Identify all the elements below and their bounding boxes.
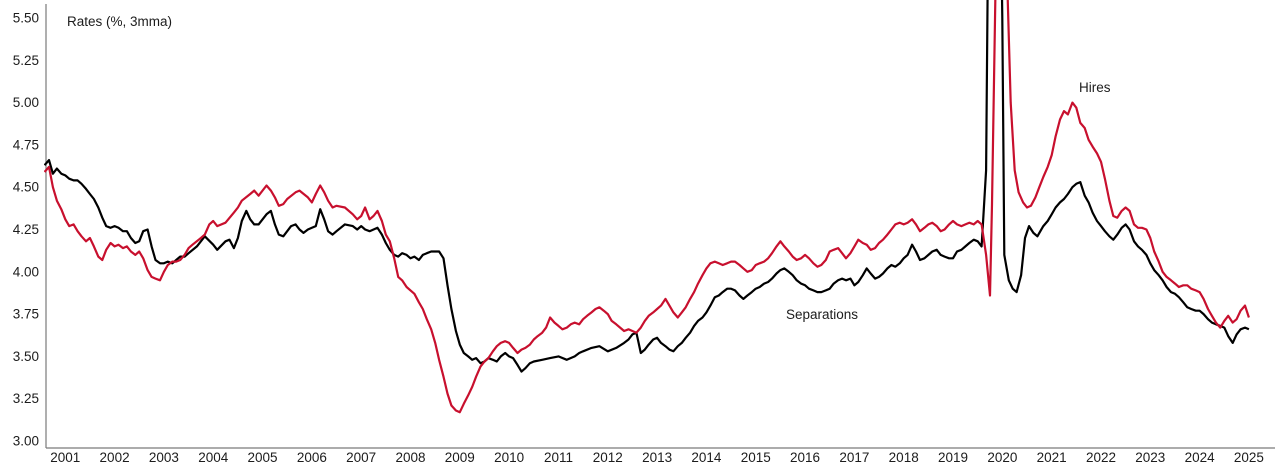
x-tick-label: 2007	[346, 450, 376, 465]
x-tick-label: 2003	[149, 450, 179, 465]
x-tick-label: 2008	[395, 450, 425, 465]
y-tick-label: 3.25	[13, 391, 39, 406]
x-tick-label: 2023	[1135, 450, 1165, 465]
x-tick-label: 2004	[198, 450, 229, 465]
separations-line	[44, 0, 1250, 373]
x-tick-label: 2010	[494, 450, 524, 465]
y-tick-label: 4.25	[13, 222, 39, 237]
x-tick-label: 2013	[642, 450, 672, 465]
x-tick-label: 2012	[593, 450, 623, 465]
y-tick-label: 3.50	[13, 349, 39, 364]
y-tick-label: 4.00	[13, 264, 39, 279]
y-tick-label: 4.75	[13, 137, 39, 152]
separations-series-label: Separations	[786, 307, 859, 322]
y-tick-label: 3.00	[13, 434, 39, 449]
x-tick-label: 2018	[889, 450, 919, 465]
x-tick-label: 2021	[1037, 450, 1067, 465]
y-tick-label: 3.75	[13, 307, 39, 322]
x-tick-label: 2015	[741, 450, 771, 465]
x-tick-label: 2014	[691, 450, 722, 465]
x-tick-label: 2006	[297, 450, 327, 465]
x-tick-label: 2016	[790, 450, 820, 465]
y-tick-label: 5.25	[13, 53, 39, 68]
x-tick-label: 2024	[1185, 450, 1216, 465]
x-tick-label: 2019	[938, 450, 968, 465]
hires-series-label: Hires	[1079, 80, 1111, 95]
chart-title: Rates (%, 3mma)	[67, 14, 173, 29]
x-tick-label: 2025	[1234, 450, 1264, 465]
x-tick-label: 2005	[248, 450, 278, 465]
x-tick-label: 2009	[445, 450, 475, 465]
x-tick-label: 2002	[100, 450, 130, 465]
y-tick-label: 5.00	[13, 95, 39, 110]
x-tick-label: 2017	[839, 450, 869, 465]
x-tick-label: 2001	[50, 450, 80, 465]
hires-line	[44, 0, 1250, 414]
x-tick-label: 2020	[987, 450, 1017, 465]
y-tick-label: 4.50	[13, 180, 39, 195]
x-tick-label: 2011	[544, 450, 573, 465]
x-tick-label: 2022	[1086, 450, 1116, 465]
y-tick-label: 5.50	[13, 11, 39, 26]
